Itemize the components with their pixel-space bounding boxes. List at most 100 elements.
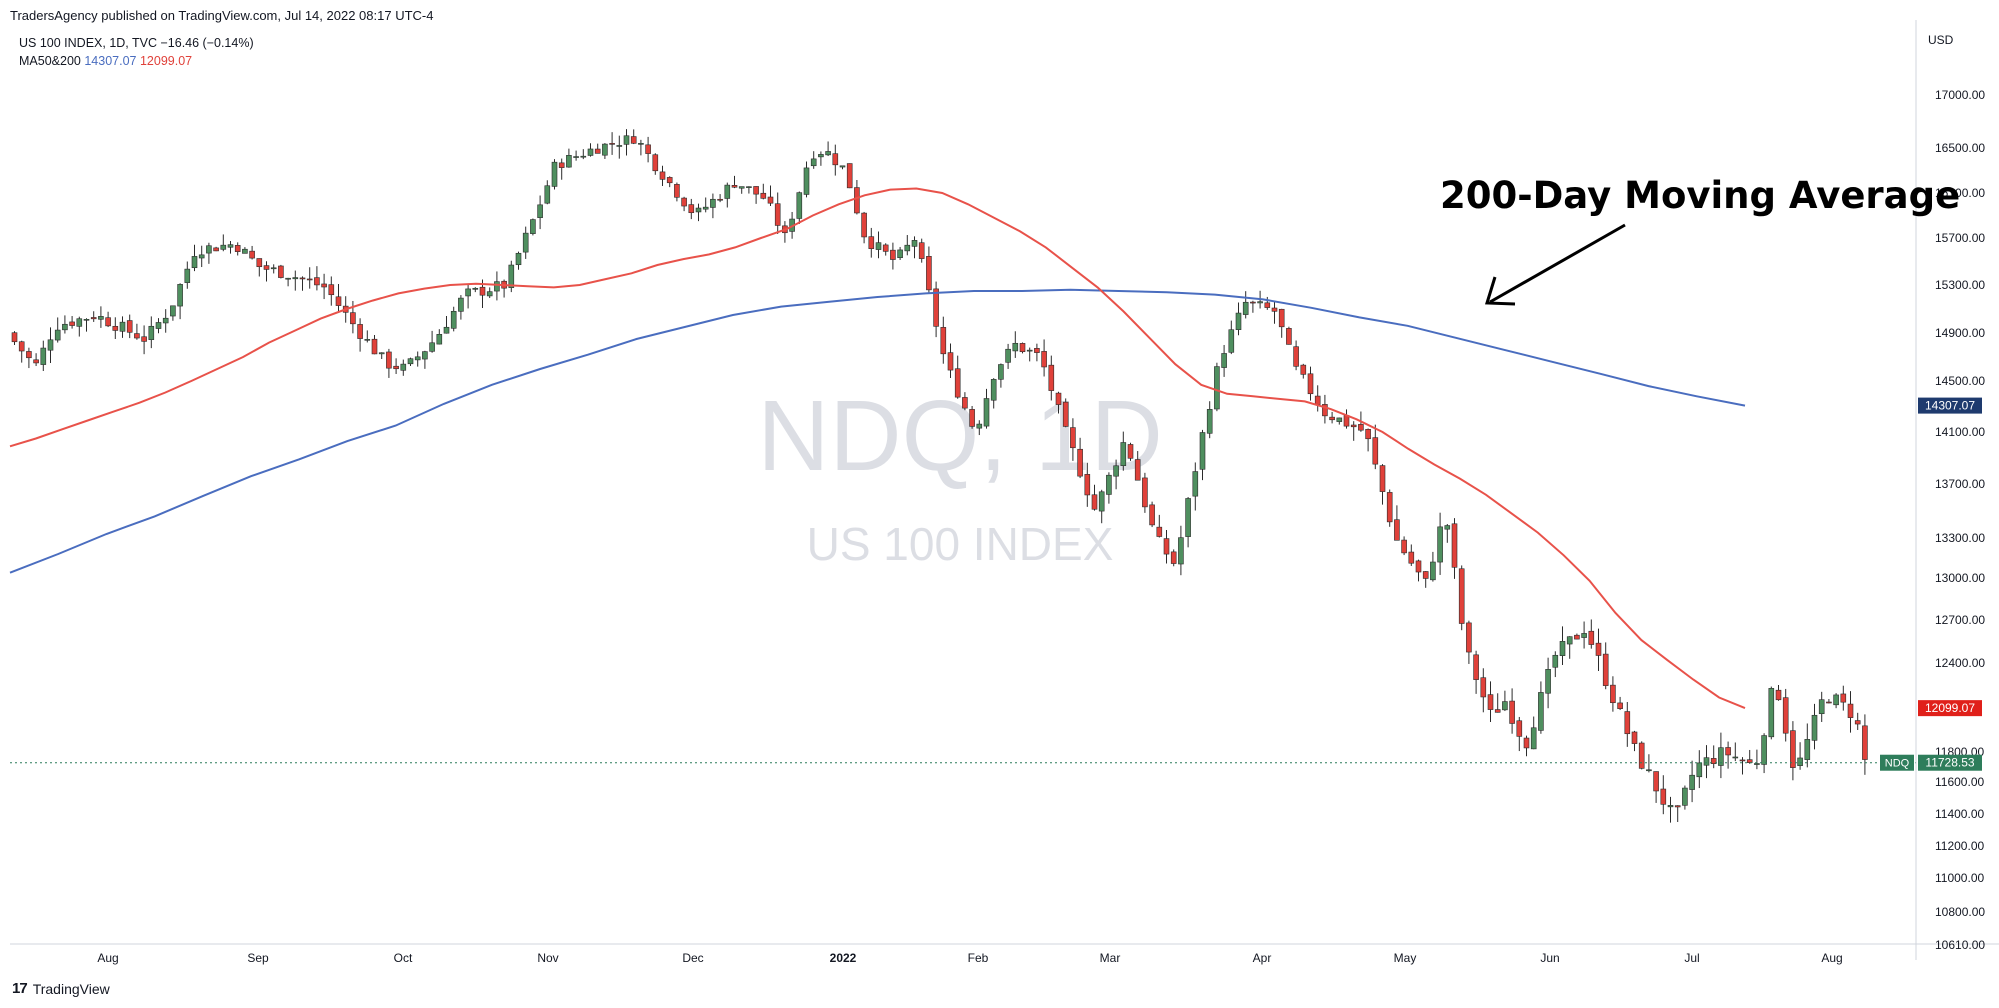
candle-up	[364, 339, 371, 341]
candle-up	[1732, 756, 1739, 759]
candle-up	[1566, 636, 1573, 645]
candle-down	[731, 185, 738, 188]
symbol-info: US 100 INDEX, 1D, TVC −16.46 (−0.14%)	[19, 36, 254, 50]
candle-down	[1379, 465, 1386, 492]
candle-down	[26, 351, 32, 359]
ma200-line	[9, 288, 1746, 574]
candle-up	[1106, 474, 1112, 495]
candle-down	[1516, 720, 1523, 737]
candle-down	[674, 184, 680, 198]
time-tick-label: Sep	[247, 951, 269, 965]
annotation-arrow-head	[1484, 276, 1516, 306]
candle-down	[1826, 701, 1832, 704]
candle-down	[558, 162, 565, 168]
candle-up	[54, 329, 61, 341]
candle-up	[566, 155, 572, 168]
candle-up	[911, 240, 918, 247]
chart-legend: US 100 INDEX, 1D, TVC −16.46 (−0.14%) MA…	[19, 34, 254, 70]
candle-down	[234, 245, 241, 252]
candle-up	[1228, 329, 1235, 353]
last-price-tag	[1918, 754, 1982, 771]
ma50-tag	[1918, 700, 1982, 717]
candle-down	[126, 320, 133, 333]
candle-up	[1689, 774, 1695, 790]
price-tick-label: 17000.00	[1935, 88, 1985, 102]
price-axis: USD 17000.00 16500.00 16100.00 15700.00 15300…	[10, 20, 1999, 960]
time-tick-label: Jul	[1684, 951, 1699, 965]
candle-down	[1408, 551, 1415, 564]
candle-down	[69, 321, 75, 326]
candle-up	[1797, 757, 1803, 766]
candle-up	[47, 339, 54, 351]
candle-down	[882, 244, 889, 252]
candle-down	[926, 256, 932, 291]
candle-down	[1466, 622, 1472, 653]
ma-label: MA50&200	[19, 54, 81, 68]
candle-down	[299, 277, 306, 280]
candle-up	[1718, 747, 1724, 766]
candle-up	[897, 249, 903, 259]
candle-down	[1041, 351, 1047, 368]
candle-down	[1739, 759, 1746, 762]
price-tick-label: 11200.00	[1935, 839, 1984, 853]
candle-down	[954, 368, 961, 398]
candle-down	[1070, 427, 1076, 449]
candle-down	[868, 236, 875, 249]
candle-up	[803, 167, 810, 195]
candle-up	[1178, 537, 1184, 565]
price-tick-label: 13000.00	[1935, 571, 1985, 585]
candle-up	[148, 325, 155, 340]
candle-down	[33, 359, 39, 364]
ma200-legend-value: 14307.07	[84, 54, 137, 68]
candle-down	[1307, 373, 1314, 395]
candle-up	[1552, 654, 1559, 668]
candle-down	[1350, 424, 1357, 428]
price-tick-label: 16100.00	[1935, 186, 1985, 200]
candle-up	[724, 184, 731, 199]
candle-up	[1768, 688, 1775, 738]
price-tick-label: 11000.00	[1935, 871, 1984, 885]
candle-down	[1163, 538, 1170, 555]
candle-up	[825, 151, 831, 156]
candle-down	[947, 352, 954, 371]
candle-down	[630, 136, 637, 144]
candle-down	[1134, 459, 1141, 481]
watermark-symbol: NDQ, 1D	[757, 380, 1163, 492]
candle-down	[594, 148, 601, 154]
candle-up	[1437, 526, 1443, 563]
candle-up	[83, 318, 90, 321]
candle-down	[1775, 689, 1782, 701]
candle-down	[1674, 805, 1681, 808]
candle-down	[962, 397, 968, 409]
candle-up	[904, 244, 911, 252]
candle-down	[1394, 519, 1400, 541]
candle-up	[537, 204, 543, 218]
candle-up	[796, 192, 803, 219]
candle-down	[666, 177, 673, 184]
tradingview-logo-icon: 17	[12, 980, 28, 997]
candle-down	[11, 332, 18, 343]
candle-down	[263, 265, 270, 270]
candle-down	[1415, 560, 1422, 573]
candle-up	[1646, 769, 1652, 772]
candle-down	[479, 286, 486, 296]
candles-layer	[11, 129, 1868, 823]
candle-up	[1754, 763, 1760, 765]
candle-down	[1278, 308, 1285, 328]
time-tick-label: Dec	[682, 951, 703, 965]
candle-down	[249, 250, 255, 259]
price-tick-label: 16500.00	[1935, 141, 1985, 155]
candle-down	[1372, 437, 1379, 465]
candle-down	[1588, 630, 1595, 645]
candle-down	[1509, 700, 1515, 724]
candle-up	[1206, 409, 1213, 434]
ma200-annotation: 200-Day Moving Average	[1440, 174, 1960, 306]
candle-down	[1840, 693, 1847, 703]
candle-up	[616, 145, 623, 147]
candle-down	[1358, 424, 1364, 431]
candle-up	[1235, 312, 1242, 330]
candle-down	[760, 192, 767, 199]
footer-brand[interactable]: 17 TradingView	[12, 980, 110, 997]
candle-down	[1048, 364, 1055, 391]
